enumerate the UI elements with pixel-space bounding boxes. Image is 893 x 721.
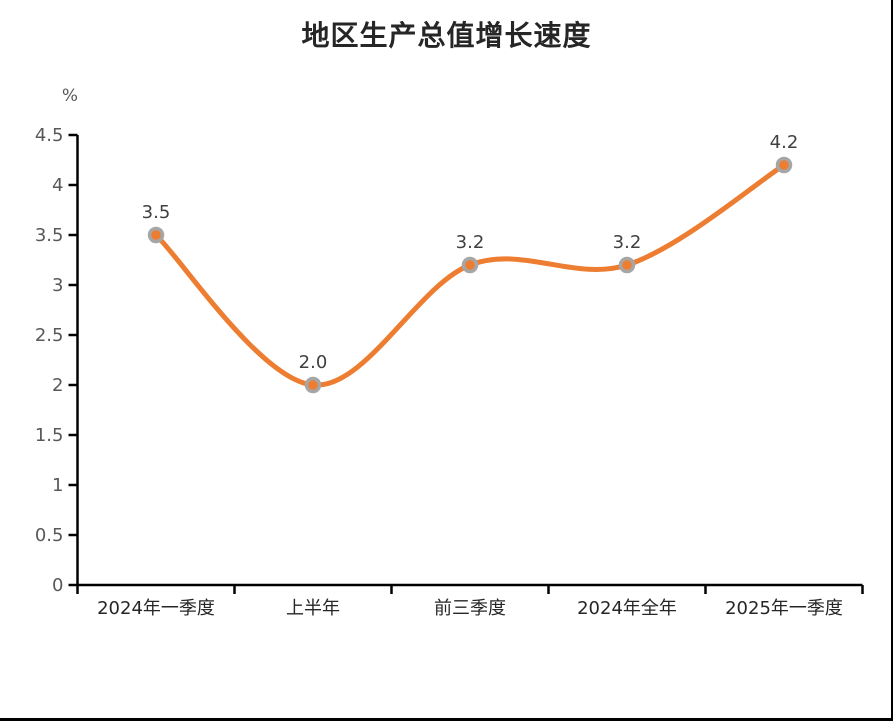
y-tick-label: 2 (52, 375, 63, 396)
series-line (153, 162, 787, 388)
y-tick-label: 3 (52, 275, 63, 296)
y-tick-label: 4.5 (35, 125, 64, 146)
data-point-label: 3.2 (456, 232, 485, 253)
data-point-label: 2.0 (299, 352, 328, 373)
data-point-label: 3.5 (142, 202, 171, 223)
data-point-marker (618, 256, 636, 274)
x-axis-category-label: 2024年一季度 (97, 598, 215, 619)
data-point-marker (147, 226, 165, 244)
y-tick-label: 0 (52, 575, 63, 596)
data-point-label: 4.2 (770, 132, 799, 153)
x-axis-category-label: 前三季度 (434, 598, 506, 619)
y-tick-label: 4 (52, 175, 63, 196)
data-point-marker (304, 376, 322, 394)
x-axis-category-label: 2025年一季度 (725, 598, 843, 619)
y-tick-label: 2.5 (35, 325, 64, 346)
x-axis-category-label: 上半年 (286, 598, 340, 619)
y-tick-label: 3.5 (35, 225, 64, 246)
data-point-label: 3.2 (613, 232, 642, 253)
y-tick-label: 1.5 (35, 425, 64, 446)
x-axis-category-label: 2024年全年 (577, 598, 677, 619)
y-tick-label: 0.5 (35, 525, 64, 546)
data-point-marker (775, 156, 793, 174)
y-axis-unit-label: % (61, 86, 79, 106)
chart-title: 地区生产总值增长速度 (301, 19, 592, 52)
y-tick-label: 1 (52, 475, 63, 496)
data-point-marker (461, 256, 479, 274)
